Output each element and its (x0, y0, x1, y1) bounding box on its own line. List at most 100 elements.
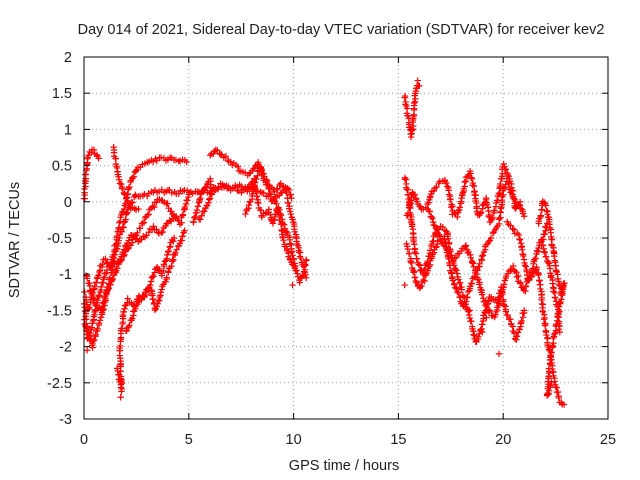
data-point (193, 206, 201, 214)
data-point (286, 205, 293, 212)
data-point (458, 286, 466, 293)
data-point (476, 260, 483, 268)
data-point (302, 271, 309, 279)
data-point (522, 282, 530, 290)
data-point (416, 82, 423, 90)
data-point (542, 202, 550, 209)
data-point (160, 267, 167, 274)
data-point (459, 299, 466, 307)
data-point (466, 307, 473, 314)
data-point (561, 279, 568, 287)
data-point (421, 277, 428, 285)
data-point (462, 243, 469, 250)
data-point (206, 195, 214, 202)
data-point (550, 333, 558, 340)
y-tick-label: -1.5 (47, 303, 72, 319)
data-point (532, 255, 539, 262)
data-point (447, 252, 454, 259)
data-point (136, 225, 144, 232)
data-point (108, 269, 116, 276)
y-tick-label: 0 (64, 195, 72, 211)
data-point (555, 325, 563, 333)
data-point (411, 191, 419, 198)
data-point (178, 219, 185, 226)
data-point (259, 170, 266, 178)
data-point (497, 208, 504, 216)
data-point (515, 201, 523, 208)
data-point (118, 385, 125, 393)
data-point (197, 194, 204, 202)
data-point (204, 189, 211, 196)
data-point (120, 205, 128, 213)
y-tick-label: -2 (59, 340, 72, 356)
data-point (159, 228, 166, 236)
data-point (164, 251, 171, 259)
data-point (116, 219, 123, 227)
data-point (478, 291, 486, 298)
data-point (517, 279, 524, 286)
data-point (302, 274, 310, 282)
data-point (504, 171, 511, 179)
data-point (92, 279, 100, 286)
data-point (286, 240, 294, 247)
data-point (468, 259, 476, 266)
data-point (507, 222, 514, 229)
data-point (214, 147, 221, 154)
data-point (150, 223, 157, 230)
data-point (120, 246, 128, 253)
data-point (549, 280, 556, 287)
data-point (124, 295, 131, 302)
data-point (179, 232, 186, 240)
data-point (251, 181, 258, 189)
data-point (215, 183, 222, 191)
data-point (197, 216, 204, 223)
data-point (541, 230, 548, 238)
data-point (158, 286, 165, 293)
data-point (519, 252, 527, 260)
data-point (172, 156, 180, 164)
data-point (287, 210, 294, 218)
data-point (521, 262, 529, 269)
data-point (544, 210, 551, 218)
data-point (514, 329, 522, 336)
data-point (227, 158, 234, 166)
data-point (292, 267, 299, 274)
data-point (190, 219, 197, 226)
data-point (404, 209, 412, 217)
data-point (545, 387, 553, 394)
data-point (280, 236, 287, 244)
data-point (102, 295, 109, 303)
data-point (448, 203, 455, 211)
data-point (168, 208, 175, 215)
data-point (451, 254, 458, 262)
data-point (274, 185, 281, 192)
data-point (510, 226, 518, 233)
data-point (408, 127, 415, 134)
data-point (124, 240, 131, 247)
data-point (453, 270, 461, 277)
data-point (95, 292, 103, 299)
axis-ticks: 0 5 10 15 20 25 2 1.5 1 0.5 0 -0.5 -1 -1.5 -2 -2.5 -3 (47, 50, 616, 448)
data-point (99, 261, 106, 268)
data-point (469, 182, 476, 189)
data-point (447, 195, 454, 203)
data-point (468, 280, 476, 288)
data-points (80, 77, 568, 408)
data-point (95, 155, 102, 162)
data-point (411, 268, 418, 275)
data-point (550, 288, 557, 295)
data-point (296, 279, 303, 286)
data-point (97, 314, 105, 321)
data-point (84, 275, 91, 282)
data-point (475, 333, 482, 341)
data-point (134, 229, 141, 237)
data-point (253, 175, 260, 183)
data-point (516, 236, 524, 243)
data-point (511, 268, 519, 275)
data-point (544, 258, 552, 266)
data-point (208, 188, 216, 195)
data-point (454, 213, 461, 221)
data-point (560, 401, 568, 408)
data-point (173, 213, 180, 220)
data-point (518, 317, 525, 325)
